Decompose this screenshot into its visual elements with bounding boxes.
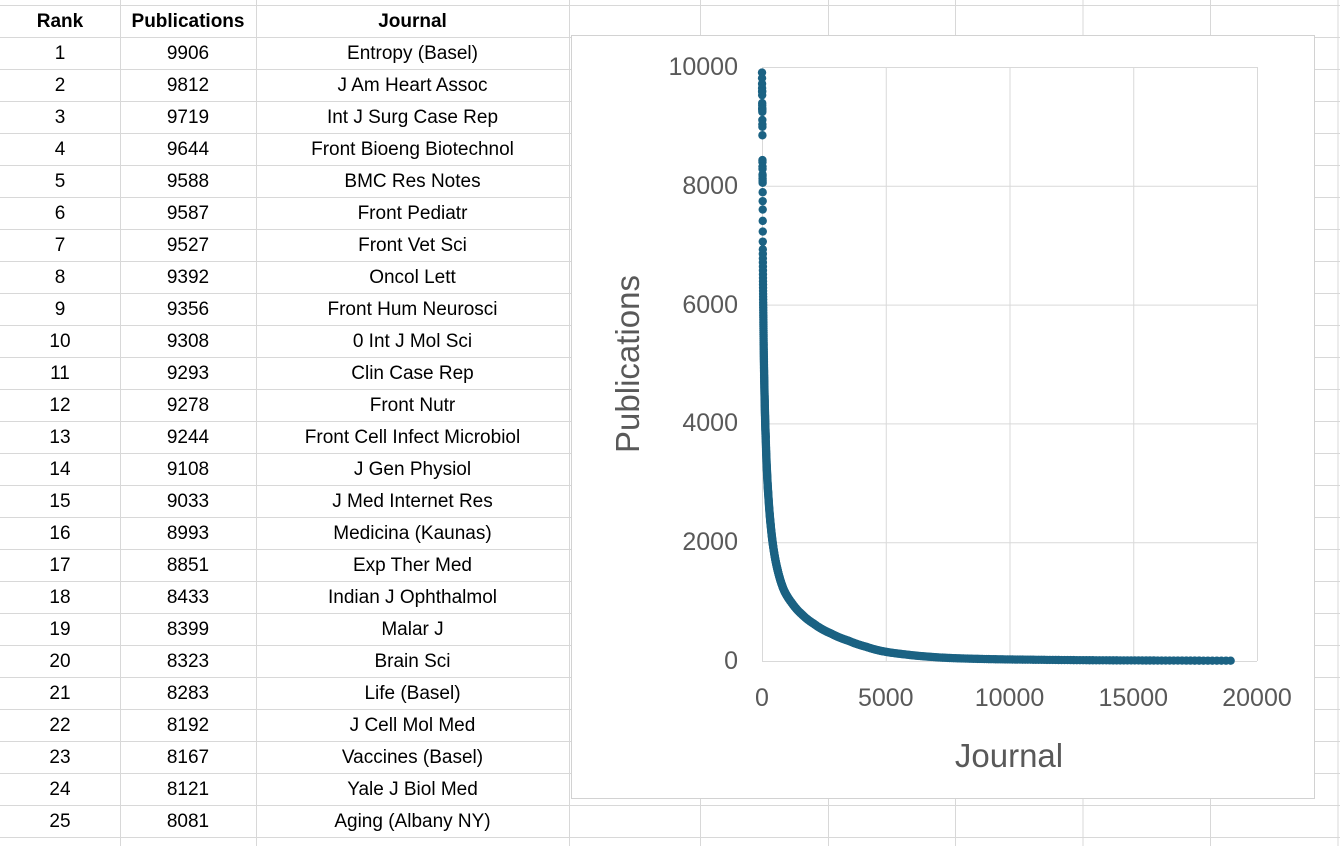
cell-publications[interactable]: 9392 xyxy=(166,267,210,288)
cell-publications[interactable]: 9293 xyxy=(166,363,210,384)
x-axis-tick-label: 15000 xyxy=(1098,684,1169,712)
column-header-journal[interactable]: Journal xyxy=(378,11,447,32)
cell-journal[interactable]: Front Nutr xyxy=(369,395,456,416)
y-axis-tick-label: 10000 xyxy=(668,53,738,81)
cell-rank[interactable]: 14 xyxy=(49,459,71,480)
cell-publications[interactable]: 9278 xyxy=(166,395,210,416)
cell-rank[interactable]: 24 xyxy=(49,779,71,800)
cell-journal[interactable]: Brain Sci xyxy=(374,651,451,672)
x-axis-tick-label: 20000 xyxy=(1222,684,1292,712)
cell-journal[interactable]: Exp Ther Med xyxy=(353,555,472,576)
cell-journal[interactable]: Clin Case Rep xyxy=(351,363,474,384)
cell-rank[interactable]: 7 xyxy=(54,235,66,256)
cell-publications[interactable]: 8399 xyxy=(166,619,210,640)
cell-journal[interactable]: Vaccines (Basel) xyxy=(341,747,484,768)
cell-journal[interactable]: Front Vet Sci xyxy=(358,235,467,256)
cell-publications[interactable]: 9356 xyxy=(166,299,210,320)
cell-rank[interactable]: 15 xyxy=(49,491,71,512)
cell-publications[interactable]: 9527 xyxy=(166,235,210,256)
cell-journal[interactable]: J Med Internet Res xyxy=(332,491,493,512)
y-axis-tick-label: 2000 xyxy=(682,528,738,557)
cell-journal[interactable]: Indian J Ophthalmol xyxy=(328,587,497,608)
cell-publications[interactable]: 9812 xyxy=(166,75,210,96)
publications-chart[interactable]: 0 2000 4000 6000 8000 10000 0 5000 10000 15000 200… xyxy=(571,35,1315,799)
cell-publications[interactable]: 9587 xyxy=(166,203,210,224)
cell-journal[interactable]: 0 Int J Mol Sci xyxy=(352,331,473,352)
cell-rank[interactable]: 12 xyxy=(49,395,71,416)
cell-journal[interactable]: Malar J xyxy=(381,619,444,640)
cell-rank[interactable]: 25 xyxy=(49,811,71,832)
cell-publications[interactable]: 8323 xyxy=(166,651,210,672)
cell-rank[interactable]: 16 xyxy=(49,523,71,544)
cell-rank[interactable]: 4 xyxy=(54,139,66,160)
cell-journal[interactable]: Medicina (Kaunas) xyxy=(333,523,492,544)
cell-publications[interactable]: 8993 xyxy=(166,523,210,544)
x-axis-tick-label: 0 xyxy=(755,684,769,712)
cell-publications[interactable]: 9719 xyxy=(166,107,210,128)
y-axis-tick-label: 6000 xyxy=(682,290,738,319)
cell-publications[interactable]: 8081 xyxy=(166,811,210,832)
cell-publications[interactable]: 9644 xyxy=(166,139,210,160)
cell-rank[interactable]: 6 xyxy=(54,203,66,224)
cell-rank[interactable]: 11 xyxy=(50,363,70,384)
cell-rank[interactable]: 1 xyxy=(54,43,66,64)
cell-journal[interactable]: Life (Basel) xyxy=(364,683,461,704)
cell-publications[interactable]: 9588 xyxy=(166,171,210,192)
x-axis-tick-label: 10000 xyxy=(974,684,1045,712)
cell-rank[interactable]: 13 xyxy=(49,427,71,448)
column-header-publications[interactable]: Publications xyxy=(131,11,245,32)
cell-journal[interactable]: Aging (Albany NY) xyxy=(334,811,491,832)
cell-publications[interactable]: 9906 xyxy=(166,43,210,64)
cell-journal[interactable]: Front Hum Neurosci xyxy=(327,299,498,320)
cell-rank[interactable]: 20 xyxy=(49,651,71,672)
cell-rank[interactable]: 5 xyxy=(54,171,66,192)
cell-publications[interactable]: 9033 xyxy=(166,491,210,512)
cell-rank[interactable]: 8 xyxy=(54,267,66,288)
cell-publications[interactable]: 8283 xyxy=(166,683,210,704)
cell-publications[interactable]: 9308 xyxy=(166,331,210,352)
cell-rank[interactable]: 2 xyxy=(54,75,66,96)
cell-publications[interactable]: 8192 xyxy=(166,715,210,736)
cell-journal[interactable]: Int J Surg Case Rep xyxy=(326,107,499,128)
cell-publications[interactable]: 9108 xyxy=(166,459,210,480)
cell-rank[interactable]: 17 xyxy=(49,555,71,576)
cell-journal[interactable]: Entropy (Basel) xyxy=(347,43,478,64)
cell-publications[interactable]: 9244 xyxy=(166,427,210,448)
cell-rank[interactable]: 22 xyxy=(49,715,71,736)
cell-publications[interactable]: 8121 xyxy=(166,779,210,800)
cell-journal[interactable]: J Am Heart Assoc xyxy=(337,75,488,96)
cell-journal[interactable]: Oncol Lett xyxy=(369,267,456,288)
cell-journal[interactable]: Front Cell Infect Microbiol xyxy=(304,427,521,448)
cell-rank[interactable]: 19 xyxy=(49,619,71,640)
cell-rank[interactable]: 18 xyxy=(49,587,71,608)
scatter-series xyxy=(757,68,1235,665)
y-axis-tick-label: 4000 xyxy=(682,409,738,438)
x-axis-tick-label: 5000 xyxy=(857,684,914,712)
column-header-rank[interactable]: Rank xyxy=(36,11,84,32)
cell-publications[interactable]: 8433 xyxy=(166,587,210,608)
cell-publications[interactable]: 8167 xyxy=(166,747,210,768)
cell-rank[interactable]: 21 xyxy=(49,683,71,704)
cell-rank[interactable]: 3 xyxy=(54,107,66,128)
cell-rank[interactable]: 10 xyxy=(49,331,71,352)
cell-journal[interactable]: Front Bioeng Biotechnol xyxy=(311,139,514,160)
y-axis-title: Publications xyxy=(609,275,646,453)
y-axis-tick-label: 0 xyxy=(724,647,738,675)
cell-journal[interactable]: Yale J Biol Med xyxy=(347,779,478,800)
cell-publications[interactable]: 8851 xyxy=(166,555,210,576)
cell-journal[interactable]: Front Pediatr xyxy=(357,203,468,224)
cell-journal[interactable]: J Gen Physiol xyxy=(353,459,472,480)
scatter-plot xyxy=(757,67,1258,665)
y-axis-tick-label: 8000 xyxy=(682,171,738,200)
cell-journal[interactable]: J Cell Mol Med xyxy=(349,715,476,736)
cell-journal[interactable]: BMC Res Notes xyxy=(344,171,481,192)
cell-rank[interactable]: 23 xyxy=(49,747,71,768)
x-axis-title: Journal xyxy=(954,737,1064,774)
cell-rank[interactable]: 9 xyxy=(54,299,66,320)
